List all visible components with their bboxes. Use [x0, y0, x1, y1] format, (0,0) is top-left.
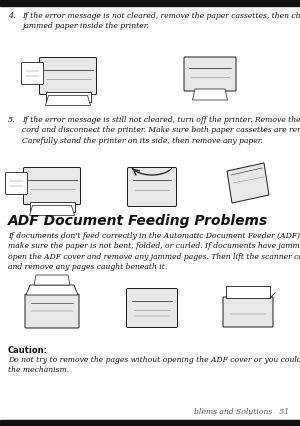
- Polygon shape: [46, 95, 91, 106]
- Polygon shape: [26, 285, 78, 295]
- Text: If the error message is still not cleared, turn off the printer. Remove the powe: If the error message is still not cleare…: [22, 116, 300, 145]
- Polygon shape: [34, 275, 70, 285]
- Bar: [29, 201, 74, 211]
- Text: Caution:: Caution:: [8, 346, 48, 355]
- Polygon shape: [226, 286, 270, 298]
- Polygon shape: [227, 163, 269, 203]
- Bar: [46, 92, 91, 101]
- Polygon shape: [193, 89, 227, 100]
- Bar: [0, 420, 300, 426]
- FancyBboxPatch shape: [223, 297, 273, 327]
- FancyBboxPatch shape: [23, 167, 80, 204]
- Text: 4.: 4.: [8, 12, 16, 20]
- Text: Do not try to remove the pages without opening the ADF cover or you could damage: Do not try to remove the pages without o…: [8, 356, 300, 374]
- FancyBboxPatch shape: [22, 63, 44, 84]
- FancyBboxPatch shape: [5, 173, 28, 195]
- Text: ADF Document Feeding Problems: ADF Document Feeding Problems: [8, 214, 268, 228]
- FancyBboxPatch shape: [184, 57, 236, 91]
- FancyBboxPatch shape: [25, 294, 79, 328]
- FancyBboxPatch shape: [40, 58, 97, 95]
- Polygon shape: [29, 205, 74, 216]
- FancyBboxPatch shape: [128, 167, 176, 207]
- Text: 5.: 5.: [8, 116, 16, 124]
- FancyBboxPatch shape: [127, 288, 178, 328]
- Text: If documents don't feed correctly in the Automatic Document Feeder (ADF),
make s: If documents don't feed correctly in the…: [8, 232, 300, 271]
- Text: If the error message is not cleared, remove the paper cassettes, then check for
: If the error message is not cleared, rem…: [22, 12, 300, 30]
- Text: blems and Solutions   51: blems and Solutions 51: [194, 408, 289, 416]
- Bar: [0, 0, 300, 6]
